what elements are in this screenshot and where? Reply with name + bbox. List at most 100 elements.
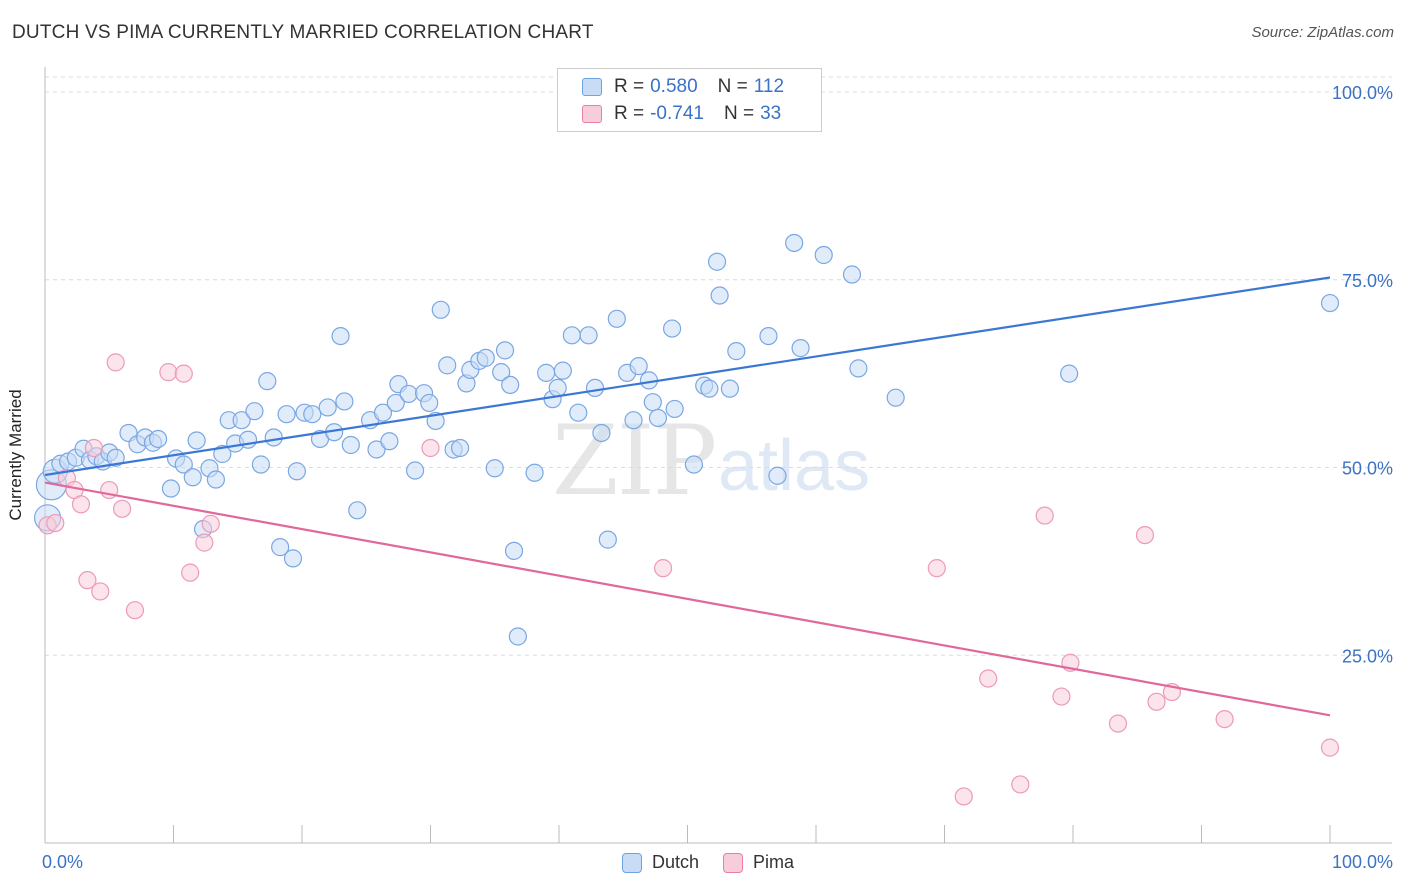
dutch-point (607, 309, 626, 328)
pima-point (1320, 738, 1340, 757)
grid (45, 76, 1392, 656)
pima-point (46, 513, 65, 533)
pima-swatch (582, 105, 602, 123)
dutch-point (492, 363, 511, 382)
n-value: 112 (753, 76, 785, 97)
dutch-point (710, 286, 729, 305)
pima-point (71, 495, 91, 514)
n-label: N = (717, 76, 748, 97)
tick-labels: 25.0% 50.0% 75.0% 100.0% 0.0% 100.0% (42, 83, 1393, 872)
dutch-point (768, 466, 787, 485)
pima-point (421, 438, 440, 458)
pima-point (195, 533, 214, 552)
dutch-point (367, 440, 386, 459)
dutch-point (341, 435, 360, 455)
dutch-point (245, 402, 264, 421)
pima-point (78, 571, 97, 590)
pima-point (1108, 714, 1128, 733)
dutch-point (386, 393, 405, 413)
dutch-point (814, 245, 833, 265)
dutch-point (348, 501, 367, 520)
x-tick-label: 0.0% (42, 852, 83, 872)
n-value: 33 (760, 103, 782, 124)
legend-label-pima: Pima (753, 852, 795, 872)
dutch-point (684, 455, 704, 474)
dutch-point (399, 384, 418, 404)
dutch-point (537, 363, 556, 382)
y-tick-label: 25.0% (1342, 646, 1393, 666)
legend-item-dutch[interactable]: Dutch (622, 852, 699, 873)
dutch-point (759, 326, 778, 346)
dutch-point (206, 470, 226, 489)
correlation-legend: R = 0.580 N = 112 R = -0.741 N = 33 (557, 68, 822, 132)
r-value: 0.580 (650, 76, 698, 97)
pima-point (1035, 506, 1054, 525)
trend-lines (44, 276, 1331, 717)
dutch-point (598, 530, 617, 549)
dutch-point (720, 379, 740, 398)
dutch-legend-swatch (622, 852, 642, 873)
dutch-point (450, 438, 470, 458)
y-tick-label: 100.0% (1332, 83, 1393, 103)
pima-point (979, 669, 998, 688)
dutch-point (548, 378, 567, 398)
dutch-point (727, 342, 746, 361)
dutch-point (495, 341, 515, 360)
pima-point (106, 353, 125, 372)
dutch-point (405, 461, 425, 480)
pima-trend-line (44, 481, 1331, 717)
dutch-point (258, 372, 277, 391)
dutch-point (283, 549, 303, 568)
dutch-point (525, 463, 544, 482)
pima-point (125, 601, 145, 620)
legend-item-pima[interactable]: Pima (723, 852, 794, 873)
dutch-point (318, 398, 337, 417)
source-label: Source: ZipAtlas.com (1251, 24, 1394, 41)
dutch-point (579, 326, 598, 345)
dutch-point (1060, 364, 1079, 383)
dutch-point (643, 393, 662, 412)
y-tick-label: 50.0% (1342, 459, 1393, 479)
pima-point (91, 582, 110, 601)
dutch-point (303, 405, 322, 424)
dutch-point (785, 233, 804, 253)
watermark-atlas: atlas (718, 426, 871, 506)
dutch-point (504, 541, 524, 560)
dutch-point (842, 265, 862, 284)
legend-row-pima: R = -0.741 N = 33 (582, 101, 781, 127)
dutch-point (562, 326, 581, 345)
pima-point (174, 364, 193, 383)
n-label: N = (723, 103, 755, 124)
x-tick-label: 100.0% (1332, 852, 1393, 872)
y-axis-label: Currently Married (6, 389, 25, 521)
dutch-point (585, 378, 605, 398)
r-label: R = (614, 76, 645, 97)
pima-point (159, 363, 178, 382)
dutch-point (849, 359, 868, 378)
pima-point (927, 559, 946, 578)
dutch-point (1320, 293, 1340, 313)
dutch-point (287, 462, 306, 481)
dutch-point (148, 429, 168, 449)
dutch-point (508, 627, 527, 646)
dutch-point (264, 428, 283, 447)
dutch-point (420, 393, 439, 413)
dutch-point (373, 403, 393, 422)
pima-point (1215, 709, 1234, 729)
dutch-point (707, 252, 727, 271)
pima-point (1052, 687, 1071, 706)
y-tick-label: 75.0% (1342, 271, 1393, 291)
pima-point (954, 787, 973, 806)
dutch-points (33, 233, 1340, 646)
dutch-point (886, 388, 905, 407)
r-label: R = (614, 103, 645, 124)
dutch-point (277, 405, 296, 424)
pima-point (181, 563, 200, 582)
dutch-point (232, 411, 251, 430)
series-legend: Dutch Pima (622, 852, 818, 873)
dutch-point (271, 538, 290, 557)
chart-title: DUTCH VS PIMA CURRENTLY MARRIED CORRELAT… (12, 22, 594, 43)
pima-point (1011, 775, 1030, 794)
dutch-point (569, 403, 588, 422)
